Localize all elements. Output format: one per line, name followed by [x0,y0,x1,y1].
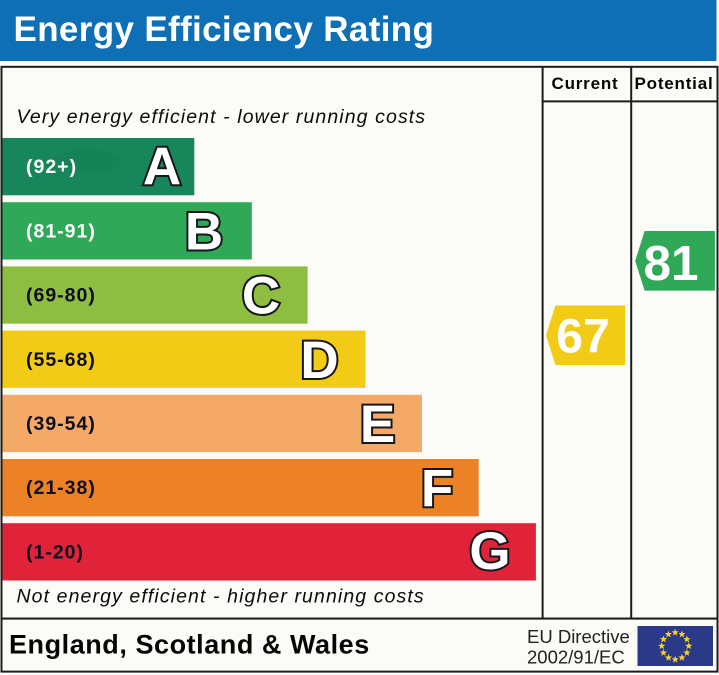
svg-text:G: G [469,522,510,581]
svg-text:81: 81 [643,236,698,291]
svg-text:England, Scotland & Wales: England, Scotland & Wales [9,630,370,660]
svg-text:F: F [421,459,453,518]
svg-text:EU Directive: EU Directive [527,626,630,647]
svg-text:(81-91): (81-91) [26,220,96,242]
svg-text:(92+): (92+) [26,156,77,178]
svg-text:Not energy efficient - higher: Not energy efficient - higher running co… [17,585,425,607]
svg-text:(69-80): (69-80) [26,285,96,307]
svg-text:2002/91/EC: 2002/91/EC [527,647,625,668]
svg-text:B: B [185,203,223,262]
svg-text:A: A [143,138,181,197]
svg-text:67: 67 [556,311,609,364]
svg-text:Energy Efficiency Rating: Energy Efficiency Rating [14,10,435,49]
svg-text:(39-54): (39-54) [26,413,96,435]
svg-text:(55-68): (55-68) [26,349,96,371]
svg-text:Current: Current [552,74,619,93]
svg-text:Potential: Potential [635,74,714,93]
svg-text:D: D [300,331,338,390]
svg-text:E: E [360,395,395,454]
svg-text:(21-38): (21-38) [26,477,96,499]
svg-text:(1-20): (1-20) [26,541,84,563]
svg-text:Very energy efficient - lower: Very energy efficient - lower running co… [17,106,427,128]
svg-text:C: C [242,267,280,326]
